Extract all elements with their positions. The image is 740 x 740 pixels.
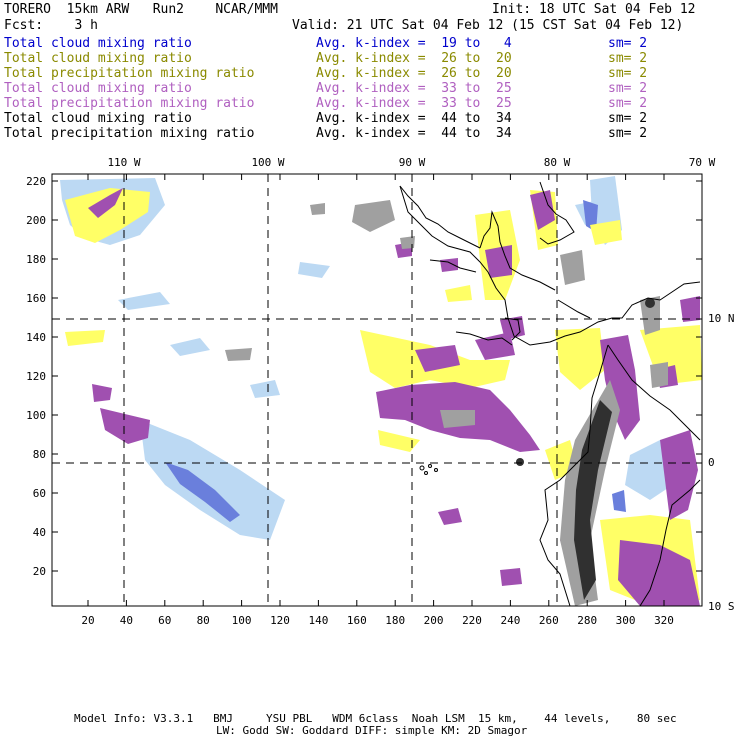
valid-time: Valid: 21 UTC Sat 04 Feb 12 (15 CST Sat … [292, 18, 684, 33]
legend-sm: sm= 2 [608, 111, 648, 126]
x-tick-label: 240 [500, 614, 520, 627]
y-tick-label: 160 [26, 292, 46, 305]
legend-sm: sm= 2 [608, 51, 648, 66]
legend-kidx: Avg. k-index = 44 to 34 [316, 126, 512, 141]
x-tick-label: 40 [120, 614, 133, 627]
x-tick-label: 20 [81, 614, 94, 627]
legend-kidx: Avg. k-index = 19 to 4 [316, 36, 512, 51]
legend-sm: sm= 2 [608, 96, 648, 111]
latitude-label: 10 N [708, 312, 735, 325]
longitude-label: 110 W [107, 156, 140, 169]
x-tick-label: 80 [197, 614, 210, 627]
cloud-layer-gray-dark [516, 298, 655, 600]
y-tick-label: 120 [26, 370, 46, 383]
x-tick-label: 60 [158, 614, 171, 627]
y-tick-label: 20 [33, 565, 46, 578]
y-tick-label: 40 [33, 526, 46, 539]
x-tick-label: 100 [232, 614, 252, 627]
legend-sm: sm= 2 [608, 66, 648, 81]
x-tick-label: 280 [577, 614, 597, 627]
longitude-label: 100 W [251, 156, 284, 169]
legend-field: Total precipitation mixing ratio [4, 126, 255, 141]
legend-field: Total cloud mixing ratio [4, 111, 192, 126]
map-frame [51, 173, 703, 607]
y-tick-label: 180 [26, 253, 46, 266]
legend-kidx: Avg. k-index = 33 to 25 [316, 81, 512, 96]
x-tick-label: 300 [616, 614, 636, 627]
legend-field: Total precipitation mixing ratio [4, 66, 255, 81]
latitude-label: 10 S [708, 600, 735, 613]
y-tick-label: 220 [26, 175, 46, 188]
legend-kidx: Avg. k-index = 26 to 20 [316, 66, 512, 81]
x-tick-label: 160 [347, 614, 367, 627]
x-tick-label: 120 [270, 614, 290, 627]
latitude-label: 0 [708, 456, 715, 469]
y-tick-label: 140 [26, 331, 46, 344]
x-tick-label: 220 [462, 614, 482, 627]
cloud-layer-blue-dark [165, 200, 626, 522]
physics-info: LW: Godd SW: Goddard DIFF: simple KM: 2D… [216, 724, 528, 737]
legend-sm: sm= 2 [608, 81, 648, 96]
longitude-label: 70 W [689, 156, 716, 169]
longitude-label: 80 W [544, 156, 571, 169]
x-tick-label: 140 [308, 614, 328, 627]
legend-sm: sm= 2 [608, 36, 648, 51]
x-tick-label: 320 [654, 614, 674, 627]
latlon-grid [52, 174, 702, 606]
y-tick-label: 200 [26, 214, 46, 227]
y-tick-label: 100 [26, 409, 46, 422]
y-tick-label: 60 [33, 487, 46, 500]
model-title: TORERO 15km ARW Run2 NCAR/MMM [4, 2, 278, 17]
legend-kidx: Avg. k-index = 33 to 25 [316, 96, 512, 111]
legend-field: Total cloud mixing ratio [4, 36, 192, 51]
longitude-label: 90 W [399, 156, 426, 169]
axis-tick-labels: 20 40 60 80 100 120 140 160 180 200 220 240 260 280 30… [26, 156, 734, 627]
legend-field: Total cloud mixing ratio [4, 51, 192, 66]
legend-sm: sm= 2 [608, 126, 648, 141]
y-tick-label: 80 [33, 448, 46, 461]
x-tick-label: 260 [539, 614, 559, 627]
forecast-hour: Fcst: 3 h [4, 18, 98, 33]
legend-field: Total cloud mixing ratio [4, 81, 192, 96]
legend-kidx: Avg. k-index = 26 to 20 [316, 51, 512, 66]
coastlines [399, 181, 701, 606]
init-time: Init: 18 UTC Sat 04 Feb 12 [492, 2, 696, 17]
axis-ticks [52, 174, 702, 606]
x-tick-label: 200 [424, 614, 444, 627]
cloud-fields [60, 176, 702, 606]
x-tick-label: 180 [385, 614, 405, 627]
model-info: Model Info: V3.3.1 BMJ YSU PBL WDM 6clas… [74, 712, 677, 725]
legend-field: Total precipitation mixing ratio [4, 96, 255, 111]
legend-kidx: Avg. k-index = 44 to 34 [316, 111, 512, 126]
